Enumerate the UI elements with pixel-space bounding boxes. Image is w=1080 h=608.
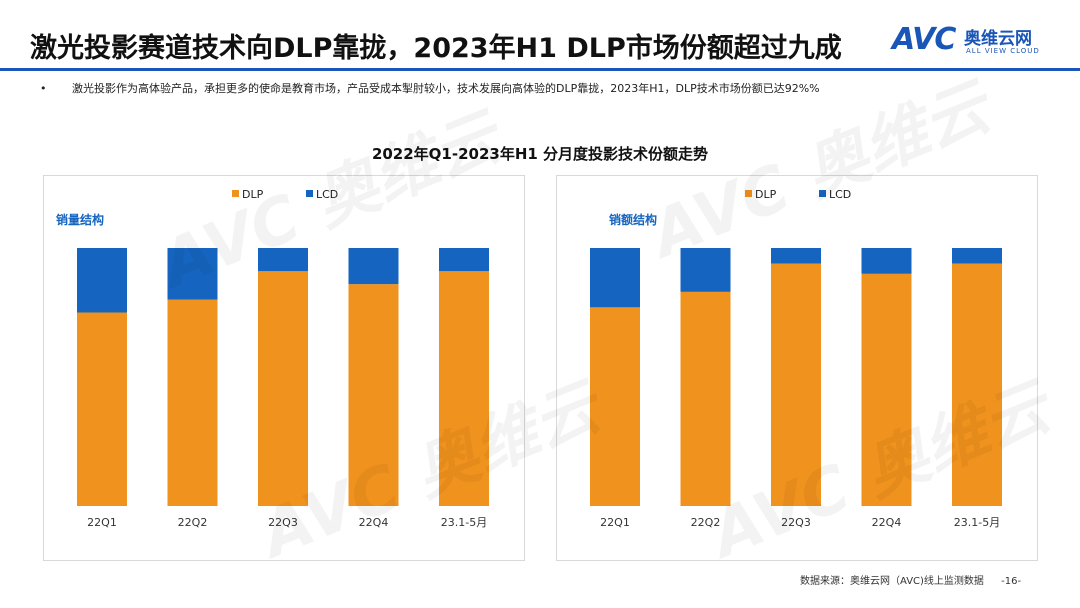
source-text: 数据来源：奥维云网（AVC)线上监测数据 [800, 576, 984, 587]
x-tick-label: 22Q4 [359, 516, 389, 529]
bar-dlp-22Q2 [680, 291, 731, 506]
chart-subtitle: 销量结构 [56, 212, 104, 227]
logo-english-name: ALL VIEW CLOUD [966, 47, 1040, 55]
legend-label-lcd: LCD [829, 188, 851, 201]
bar-lcd-23.1-5月 [439, 248, 489, 272]
x-tick-label: 22Q3 [268, 516, 298, 529]
bar-lcd-22Q4 [348, 248, 399, 285]
bar-dlp-22Q3 [258, 271, 308, 506]
bullet-marker: • [40, 82, 47, 95]
bar-dlp-22Q2 [167, 299, 218, 506]
avc-logo: AVC 奥维云网 ALL VIEW CLOUD [892, 22, 1062, 58]
sales-volume-chart: DLP LCD 销量结构 22Q1 22Q2 22Q3 22Q4 23.1-5月 [56, 188, 489, 529]
bar-dlp-22Q4 [861, 273, 912, 506]
x-tick-label: 22Q3 [781, 516, 811, 529]
bar-dlp-22Q4 [348, 284, 399, 506]
chart-title: 2022年Q1-2023年H1 分月度投影技术份额走势 [371, 145, 709, 163]
summary-bullet: • 激光投影作为高体验产品，承担更多的使命是教育市场，产品受成本掣肘较小，技术发… [40, 80, 820, 96]
bar-dlp-22Q3 [771, 263, 821, 506]
bar-dlp-23.1-5月 [952, 263, 1002, 506]
x-tick-label: 22Q4 [872, 516, 902, 529]
page-number: -16- [1001, 576, 1022, 587]
bar-lcd-22Q1 [590, 248, 640, 308]
logo-mark: AVC [892, 22, 956, 57]
bar-lcd-22Q2 [167, 248, 218, 300]
summary-text: 激光投影作为高体验产品，承担更多的使命是教育市场，产品受成本掣肘较小，技术发展向… [72, 82, 820, 95]
bar-lcd-23.1-5月 [952, 248, 1002, 264]
bar-dlp-22Q1 [590, 307, 640, 506]
x-tick-label: 22Q1 [87, 516, 117, 529]
x-tick-label: 22Q2 [178, 516, 208, 529]
chart-subtitle: 销额结构 [609, 212, 657, 227]
sales-value-chart-panel: DLP LCD 销额结构 22Q1 22Q2 22Q3 22Q4 23.1-5月 [556, 175, 1038, 561]
bar-lcd-22Q3 [258, 248, 308, 272]
legend-label-dlp: DLP [242, 188, 264, 201]
sales-value-chart: DLP LCD 销额结构 22Q1 22Q2 22Q3 22Q4 23.1-5月 [590, 188, 1002, 529]
legend-swatch-dlp [232, 190, 239, 197]
data-source-footer: 数据来源：奥维云网（AVC)线上监测数据 -16- [800, 572, 1021, 587]
x-tick-label: 23.1-5月 [441, 516, 487, 529]
x-tick-label: 22Q2 [691, 516, 721, 529]
legend-label-lcd: LCD [316, 188, 338, 201]
legend-swatch-lcd [819, 190, 826, 197]
bar-lcd-22Q3 [771, 248, 821, 264]
header-divider [0, 68, 1080, 71]
bar-dlp-22Q1 [77, 312, 127, 506]
bar-lcd-22Q2 [680, 248, 731, 292]
bar-lcd-22Q4 [861, 248, 912, 274]
legend-label-dlp: DLP [755, 188, 777, 201]
bar-lcd-22Q1 [77, 248, 127, 313]
page-title: 激光投影赛道技术向DLP靠拢，2023年H1 DLP市场份额超过九成 [30, 33, 842, 64]
bar-dlp-23.1-5月 [439, 271, 489, 506]
sales-volume-chart-panel: DLP LCD 销量结构 22Q1 22Q2 22Q3 22Q4 23.1-5月 [43, 175, 525, 561]
x-tick-label: 22Q1 [600, 516, 630, 529]
legend-swatch-dlp [745, 190, 752, 197]
legend-swatch-lcd [306, 190, 313, 197]
x-tick-label: 23.1-5月 [954, 516, 1000, 529]
logo-chinese-name: 奥维云网 [964, 29, 1032, 49]
